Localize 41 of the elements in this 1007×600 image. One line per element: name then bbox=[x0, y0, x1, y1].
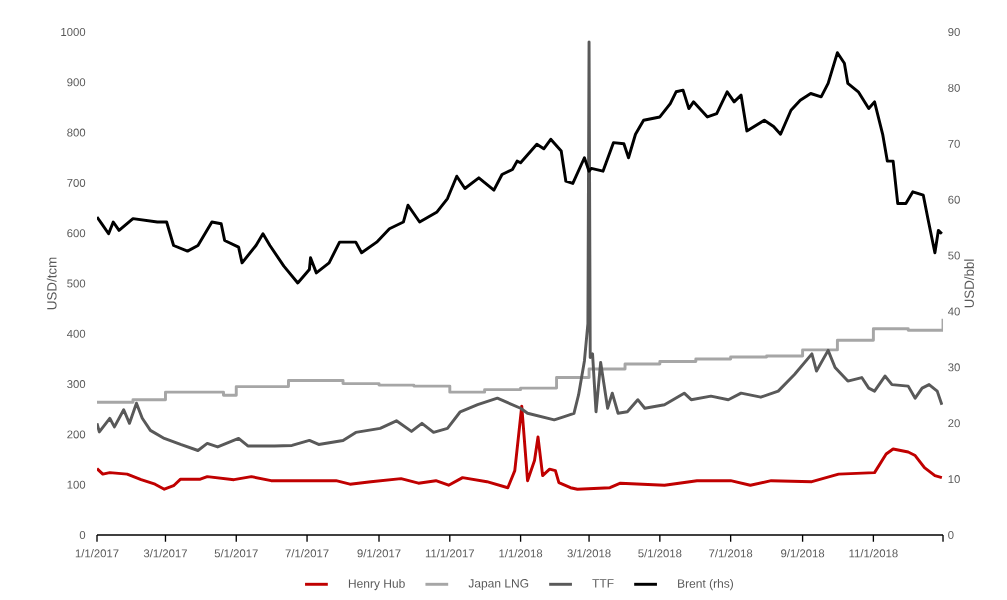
legend-label: Brent (rhs) bbox=[678, 578, 734, 591]
y2-axis-title: USD/bbl bbox=[964, 259, 974, 308]
line-series bbox=[97, 40, 944, 452]
y2-tick-label: 60 bbox=[948, 195, 960, 204]
legend-label: Japan LNG bbox=[468, 579, 529, 590]
legend-label: TTF bbox=[592, 579, 614, 588]
y2-tick-label: 30 bbox=[948, 363, 960, 372]
y2-tick-label: 40 bbox=[947, 307, 960, 316]
x-tick-label: 11/1/2018 bbox=[849, 549, 898, 558]
y2-tick-label: 50 bbox=[948, 251, 960, 260]
y-tick-label: 400 bbox=[66, 329, 86, 338]
y2-tick-label: 90 bbox=[948, 28, 960, 37]
y-tick-label: 0 bbox=[79, 531, 86, 540]
y-tick-label: 800 bbox=[67, 128, 86, 137]
x-tick-label: 5/1/2017 bbox=[214, 549, 258, 558]
y-tick-label: 700 bbox=[67, 178, 86, 187]
y-tick-label: 100 bbox=[67, 480, 86, 489]
x-tick-label: 11/1/2017 bbox=[425, 549, 475, 558]
x-tick-label: 3/1/2018 bbox=[567, 549, 611, 558]
x-tick-label: 7/1/2018 bbox=[709, 549, 753, 558]
y-tick-label: 1000 bbox=[61, 27, 86, 36]
y-tick-label: 600 bbox=[67, 229, 86, 238]
y-tick-label: 200 bbox=[67, 430, 86, 439]
y-tick-label: 300 bbox=[67, 380, 86, 389]
x-tick-label: 3/1/2017 bbox=[143, 549, 187, 558]
y-tick-label: 900 bbox=[67, 78, 86, 87]
x-tick-label: 5/1/2018 bbox=[638, 549, 682, 558]
y-axis-title: USD/tcm bbox=[46, 257, 57, 310]
y2-tick-label: 20 bbox=[948, 419, 960, 428]
y2-tick-label: 70 bbox=[948, 139, 960, 148]
y2-tick-label: 80 bbox=[948, 83, 960, 92]
legend-label: Henry Hub bbox=[348, 578, 405, 591]
x-tick-label: 1/1/2017 bbox=[75, 549, 119, 558]
y2-tick-label: 0 bbox=[948, 531, 954, 539]
line-series bbox=[97, 51, 944, 285]
x-tick-label: 9/1/2017 bbox=[357, 549, 401, 558]
y-tick-label: 500 bbox=[67, 279, 86, 288]
x-tick-label: 9/1/2018 bbox=[781, 549, 825, 558]
x-tick-label: 1/1/2018 bbox=[499, 549, 543, 558]
x-tick-label: 7/1/2017 bbox=[285, 549, 329, 558]
y2-tick-label: 10 bbox=[948, 475, 960, 484]
